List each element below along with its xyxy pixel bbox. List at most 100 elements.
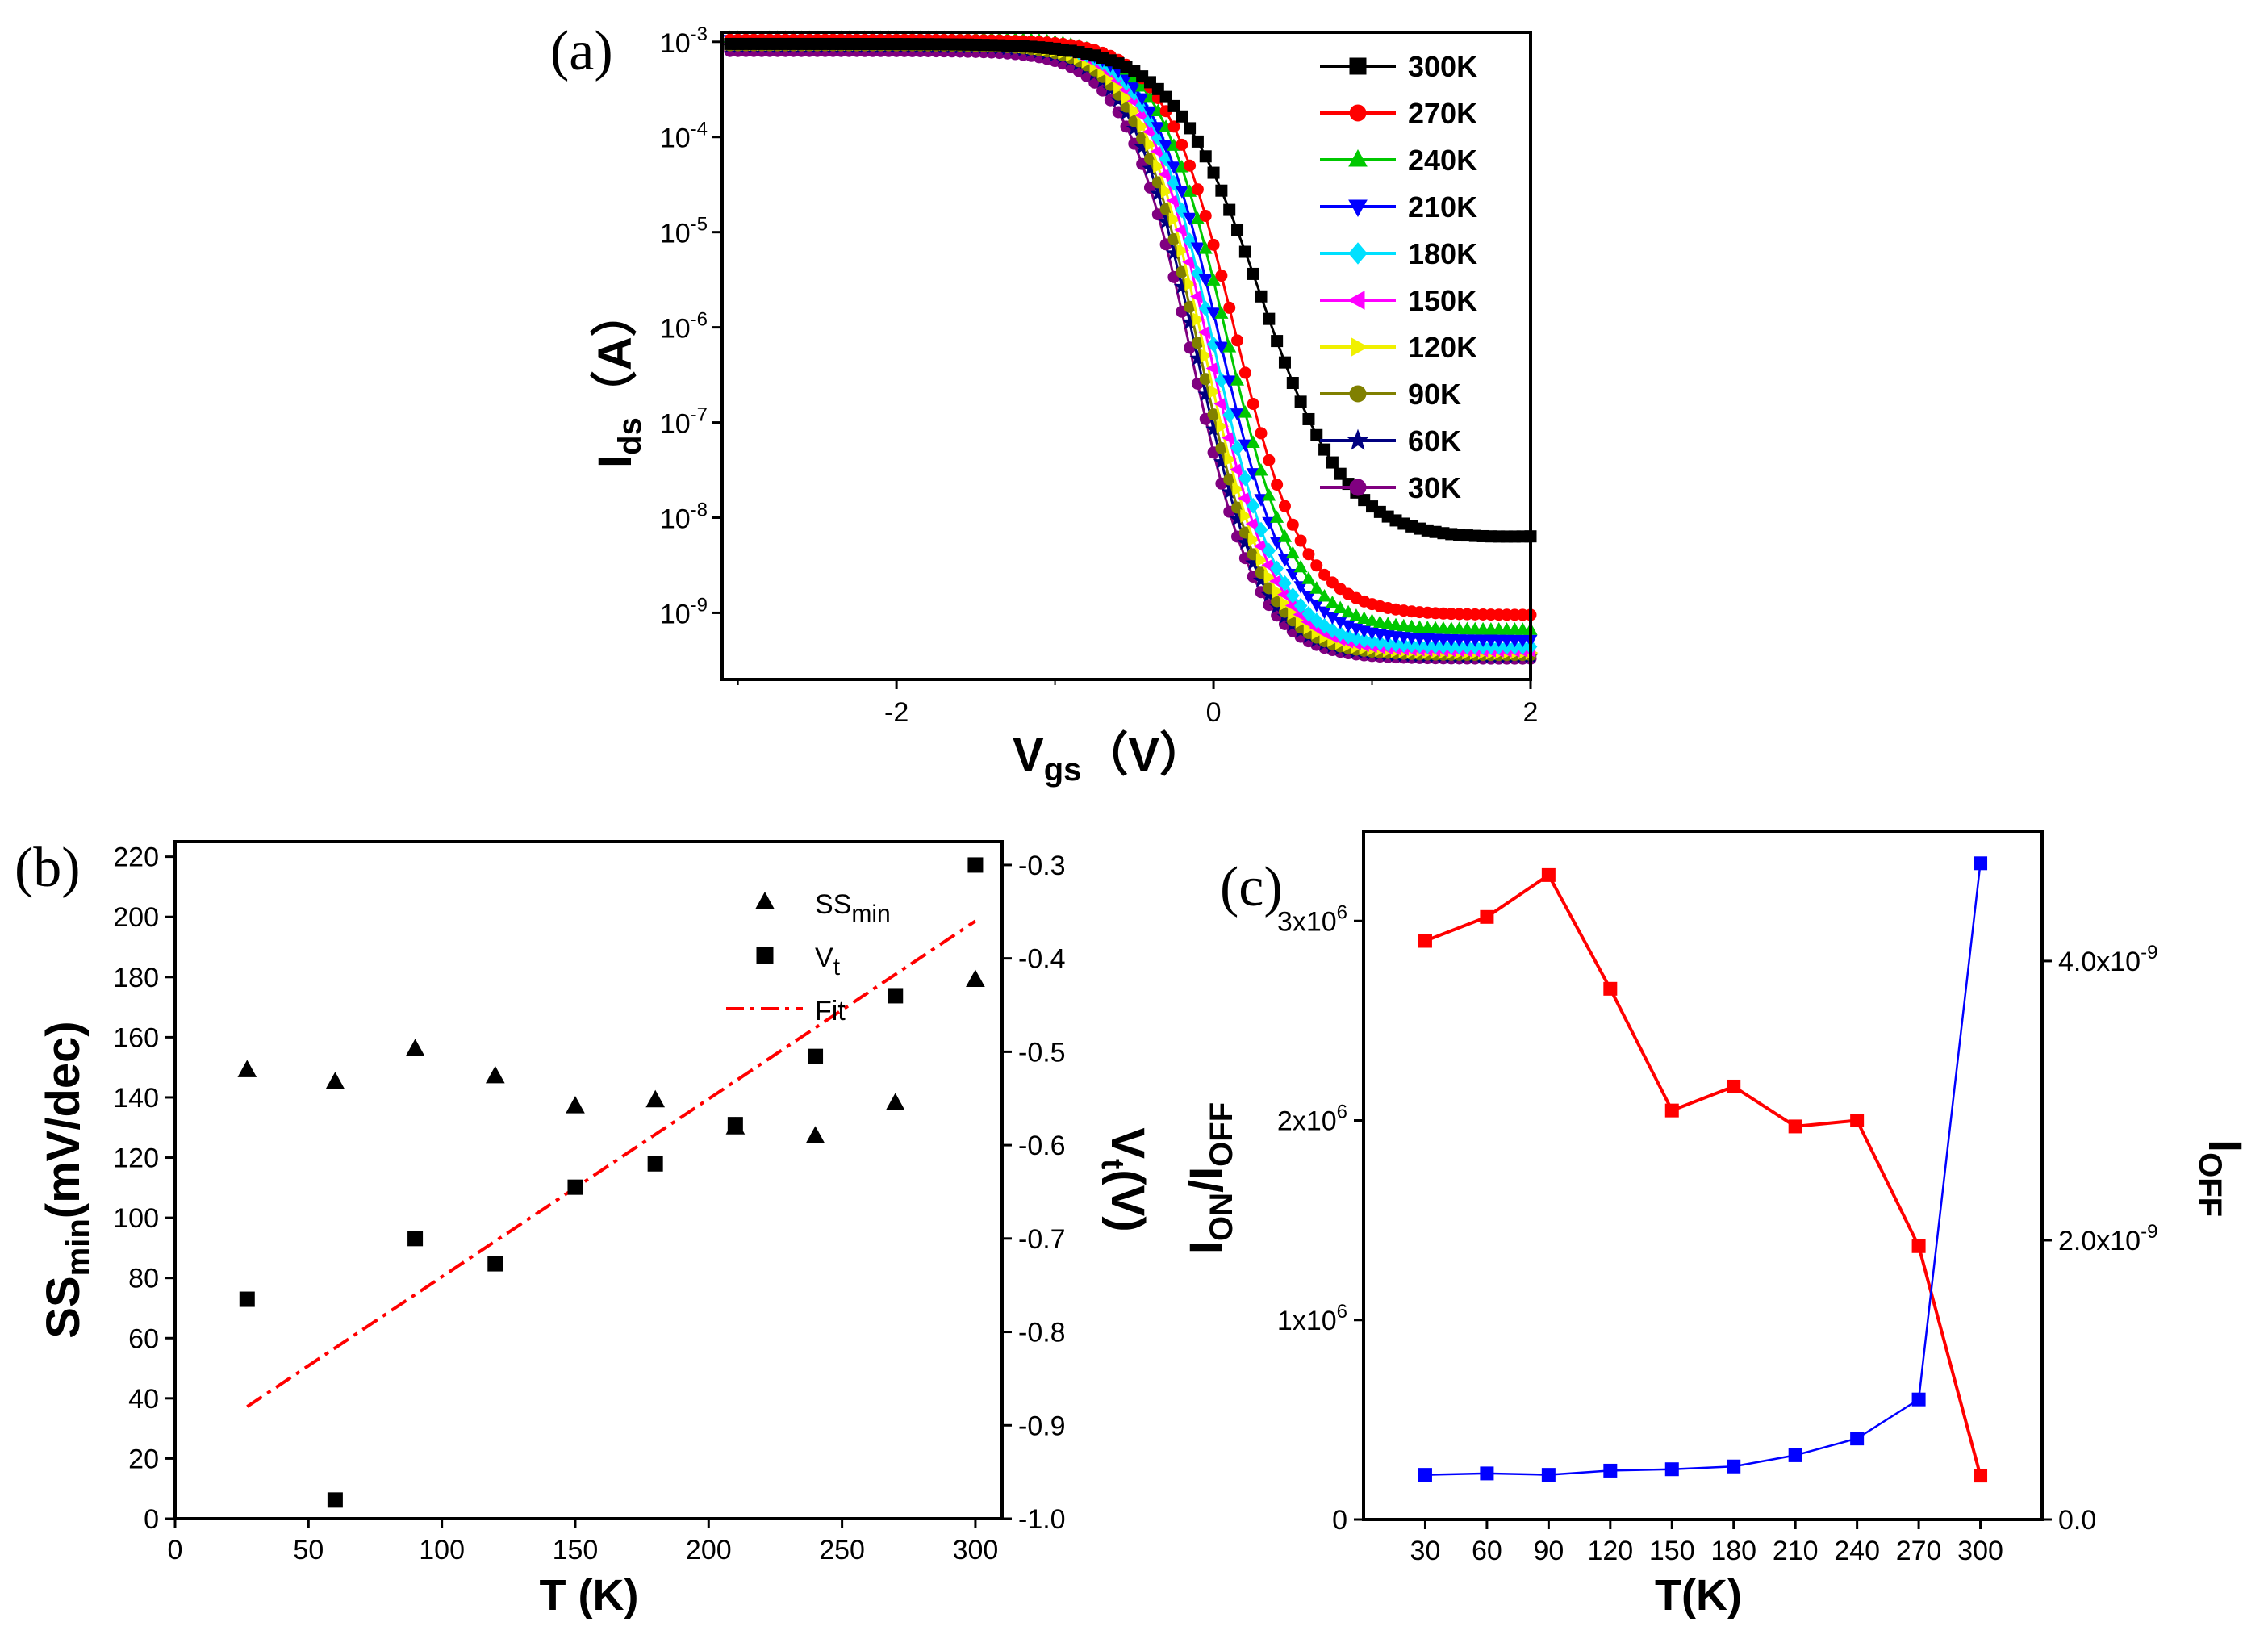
panel-a-point-300K bbox=[1263, 312, 1276, 325]
panel-a-point-300K bbox=[1294, 395, 1307, 408]
panel-c-series-ion-ioff bbox=[1418, 867, 1988, 1483]
panel-c-y2tick-label-base: 0.0 bbox=[2058, 1505, 2096, 1536]
panel-c-point bbox=[1974, 1469, 1988, 1483]
panel-b-legend: SSmin Vt Fit bbox=[726, 889, 891, 1026]
panel-b: (b) 0 50 100 150 200 250 300 0 20 40 60 80 100 120 140… bbox=[15, 837, 1154, 1620]
panel-c-xtick-label: 150 bbox=[1649, 1536, 1695, 1566]
panel-c-y2tick-label: 4.0x10-9 bbox=[2058, 942, 2157, 977]
panel-c-y2tick-label-base: 2.0x10 bbox=[2058, 1226, 2141, 1256]
panel-b-legend-label: Vt bbox=[815, 943, 841, 980]
panel-a-legend-label: 240K bbox=[1408, 144, 1477, 177]
panel-b-y2label-unit: (V) bbox=[1101, 1169, 1154, 1231]
panel-b-vt-point bbox=[407, 1231, 424, 1247]
panel-c-point bbox=[1541, 1468, 1556, 1482]
panel-c-y2label-main: I bbox=[2199, 1139, 2251, 1152]
panel-a-point-240K bbox=[1372, 615, 1387, 628]
panel-a-ytick-label: 10-5 bbox=[660, 214, 708, 249]
panel-b-fit-line bbox=[246, 919, 977, 1408]
panel-c-point bbox=[1727, 1079, 1741, 1093]
panel-c-xtick-label: 180 bbox=[1710, 1536, 1756, 1566]
panel-a-ytick-label-base: 10 bbox=[660, 28, 691, 59]
panel-a-point-210K bbox=[1309, 600, 1324, 612]
panel-a-point-270K bbox=[1326, 576, 1339, 589]
panel-a-xlabel: Vgs（V） bbox=[1013, 729, 1206, 788]
panel-a-legend-label: 180K bbox=[1408, 237, 1477, 270]
panel-c-ytick-label-power: 6 bbox=[1337, 901, 1347, 923]
panel-a-point-240K bbox=[1389, 617, 1403, 631]
panel-a-point-240K bbox=[1254, 462, 1268, 476]
panel-b-ticks: 0 50 100 150 200 250 300 0 20 40 60 80 100 120 140 160 1… bbox=[113, 842, 1065, 1565]
panel-b-ssmin-point bbox=[237, 1060, 257, 1077]
panel-a-point-240K bbox=[1309, 581, 1324, 594]
panel-a-point-300K bbox=[1310, 428, 1323, 441]
panel-a-point-120K bbox=[1168, 212, 1182, 227]
panel-a-point-210K bbox=[1206, 307, 1221, 320]
panel-a-point-180K bbox=[1318, 617, 1331, 634]
panel-c-point bbox=[1603, 1463, 1618, 1478]
panel-a-legend-label: 210K bbox=[1408, 190, 1477, 224]
panel-b-ytick-label: 0 bbox=[144, 1504, 159, 1535]
panel-a-legend-marker-150K bbox=[1347, 291, 1365, 310]
panel-a-legend-marker-300K bbox=[1349, 57, 1367, 75]
panel-a-ylabel-unit: （A） bbox=[589, 290, 641, 417]
panel-a-point-270K bbox=[1238, 366, 1251, 379]
panel-a-point-120K bbox=[1232, 482, 1245, 496]
panel-a-point-240K bbox=[1238, 405, 1252, 418]
panel-b-vt-point bbox=[327, 1492, 343, 1508]
panel-c-ylabel-sub: ON bbox=[1204, 1193, 1239, 1241]
panel-b-ylabel-unit: (mV/dec) bbox=[37, 1021, 90, 1219]
panel-a-point-180K bbox=[1357, 632, 1372, 649]
panel-a-point-120K bbox=[1129, 103, 1142, 118]
panel-a-point-300K bbox=[1223, 203, 1236, 216]
panel-c-line bbox=[1424, 872, 1982, 1477]
panel-b-y2tick-label: -0.9 bbox=[1018, 1411, 1066, 1441]
panel-c-ylabel: ION/IOFF bbox=[1180, 1102, 1239, 1254]
panel-a-point-270K bbox=[1286, 518, 1299, 531]
panel-a-label: (a) bbox=[550, 20, 613, 82]
panel-c-ticks: 30 60 90 120 150 180 210 240 270 30001x1062x1063x… bbox=[1277, 901, 2158, 1566]
panel-c-ytick-label-base: 1x10 bbox=[1277, 1306, 1337, 1336]
panel-b-ytick-label: 200 bbox=[113, 902, 159, 933]
panel-c-xtick-label: 270 bbox=[1896, 1536, 1942, 1566]
panel-a-point-270K bbox=[1223, 301, 1236, 314]
panel-a-point-270K bbox=[1278, 500, 1291, 512]
panel-b-xtick-label: 100 bbox=[419, 1535, 465, 1565]
panel-a-point-300K bbox=[1318, 443, 1331, 456]
panel-c-point bbox=[1418, 934, 1432, 948]
panel-c-ytick-label-power: 6 bbox=[1337, 1301, 1347, 1323]
panel-a-point-120K bbox=[1137, 119, 1151, 133]
panel-a-point-210K bbox=[1293, 581, 1308, 594]
panel-b-ssmin-point bbox=[966, 969, 985, 987]
panel-a-point-120K bbox=[1176, 243, 1190, 257]
panel-a-point-240K bbox=[1277, 529, 1293, 542]
panel-b-y2label: Vt(V) bbox=[1095, 1127, 1154, 1231]
panel-a-point-240K bbox=[1222, 340, 1237, 353]
panel-b-legend-label: SSmin bbox=[815, 889, 891, 927]
panel-a-point-210K bbox=[1151, 122, 1165, 135]
panel-a-point-120K bbox=[1240, 508, 1253, 523]
panel-b-vt-point bbox=[967, 857, 984, 873]
panel-a-point-270K bbox=[1263, 454, 1276, 466]
panel-a-point-180K bbox=[1349, 630, 1364, 647]
panel-c-point bbox=[1911, 1392, 1926, 1407]
panel-a-point-180K bbox=[1278, 575, 1292, 591]
panel-a-ytick-label-power: -9 bbox=[691, 594, 708, 616]
panel-b-vt-point bbox=[888, 988, 904, 1004]
panel-b-ytick-label: 120 bbox=[113, 1143, 159, 1174]
panel-a-point-300K bbox=[1271, 335, 1284, 348]
panel-a-point-210K bbox=[1222, 375, 1237, 388]
panel-a-ytick-label-base: 10 bbox=[660, 314, 691, 345]
panel-a-xtick-label: 0 bbox=[1206, 697, 1222, 728]
panel-a-point-120K bbox=[1192, 312, 1205, 327]
panel-a-legend-label: 150K bbox=[1408, 284, 1477, 317]
panel-c-xtick-label: 90 bbox=[1533, 1536, 1564, 1566]
panel-b-ssmin-point bbox=[566, 1096, 585, 1114]
panel-a-point-120K bbox=[1248, 533, 1261, 547]
panel-a-point-270K bbox=[1318, 568, 1331, 581]
panel-a-point-270K bbox=[1191, 183, 1204, 196]
panel-a-xlabel-unit: （V） bbox=[1081, 729, 1206, 781]
panel-b-ytick-label: 20 bbox=[128, 1444, 159, 1474]
panel-a-ytick-label-power: -4 bbox=[691, 119, 708, 140]
panel-c-ytick-label-power: 6 bbox=[1337, 1101, 1347, 1123]
panel-c-ytick-label: 1x106 bbox=[1277, 1301, 1347, 1336]
